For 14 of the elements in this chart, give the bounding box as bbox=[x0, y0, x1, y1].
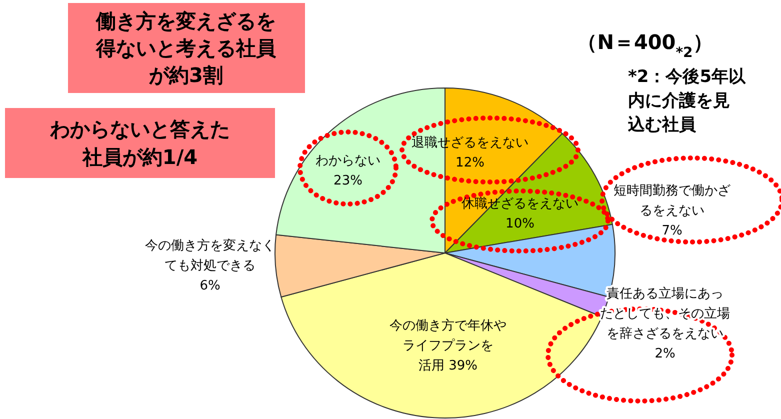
data-label: 10% bbox=[506, 216, 534, 232]
annotation: *2：今後5年以内に介護を見込む社員 bbox=[628, 66, 746, 135]
data-label: 6% bbox=[200, 278, 220, 294]
slice-label: 今の働き方を変えなくても対処できる bbox=[145, 238, 275, 274]
slice-label: 短時間勤務で働かざるをえない bbox=[614, 184, 730, 219]
annotation: わからないと答えた社員が約1/4 bbox=[5, 108, 275, 178]
data-label: 7% bbox=[662, 224, 682, 239]
slice-label: 今の働き方で年休やライフプランを活用 39% bbox=[390, 318, 506, 374]
data-label: 12% bbox=[456, 156, 484, 171]
slice-label: わからない bbox=[316, 154, 380, 169]
annotation: 働き方を変えざるを得ないと考える社員が約3割 bbox=[68, 3, 305, 93]
data-label: 23% bbox=[334, 174, 362, 189]
data-label: 2% bbox=[654, 346, 676, 362]
annotation: （N＝400$_{*2}$） bbox=[577, 30, 713, 61]
